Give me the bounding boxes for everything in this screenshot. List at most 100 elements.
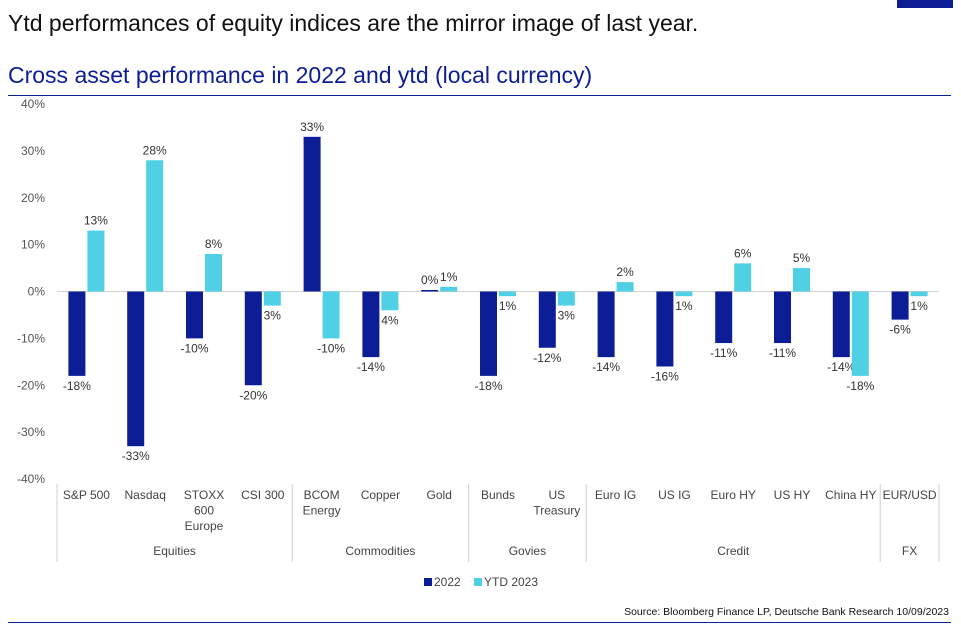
data-label: 6% xyxy=(734,246,752,260)
category-label: Nasdaq xyxy=(125,488,166,502)
y-tick-label: 20% xyxy=(21,191,45,205)
bar-2022 xyxy=(186,291,203,339)
data-label: -14% xyxy=(357,360,385,374)
bar-ytd-2023 xyxy=(616,282,634,292)
data-label: -11% xyxy=(769,346,796,360)
y-tick-label: -40% xyxy=(17,472,45,486)
category-label: CSI 300 xyxy=(241,488,285,502)
bar-ytd-2023 xyxy=(734,263,752,292)
y-tick-label: 0% xyxy=(28,285,46,299)
category-label: China HY xyxy=(825,488,876,502)
legend-swatch-2022 xyxy=(424,578,432,586)
category-label: Euro IG xyxy=(595,488,636,502)
bar-ytd-2023 xyxy=(793,268,810,292)
category-label: EUR/USD xyxy=(883,488,937,502)
category-label: S&P 500 xyxy=(63,488,110,502)
y-tick-label: -20% xyxy=(17,378,45,392)
bar-ytd-2023 xyxy=(499,291,516,297)
data-label: -10% xyxy=(180,341,208,355)
data-label: 1% xyxy=(675,299,693,313)
data-label: -14% xyxy=(827,360,855,374)
group-label: FX xyxy=(902,544,917,558)
data-label: -14% xyxy=(592,360,620,374)
group-label: Govies xyxy=(509,544,546,558)
category-label: Gold xyxy=(427,488,452,502)
group-label: Credit xyxy=(717,544,750,558)
bar-2022 xyxy=(774,291,791,344)
data-label: 28% xyxy=(143,143,167,157)
bar-ytd-2023 xyxy=(910,291,928,297)
category-label: BCOM xyxy=(304,488,340,502)
group-label: Commodities xyxy=(345,544,415,558)
category-label: 600 xyxy=(194,504,214,518)
legend-swatch-ytd-2023 xyxy=(474,578,482,586)
y-axis: -40% -30% -20% -10% 0% 10% 20% 30% 40% xyxy=(17,97,45,486)
source-note: Source: Bloomberg Finance LP, Deutsche B… xyxy=(624,606,949,618)
category-label: US xyxy=(548,488,565,502)
y-tick-label: 30% xyxy=(21,144,45,158)
title-divider xyxy=(8,95,951,96)
chart-title: Cross asset performance in 2022 and ytd … xyxy=(8,62,593,88)
bar-ytd-2023 xyxy=(87,230,105,292)
bar-2022 xyxy=(715,291,733,344)
y-tick-label: -30% xyxy=(17,425,45,439)
bar-2022 xyxy=(127,291,145,447)
data-label: -16% xyxy=(651,370,679,384)
data-label: 1% xyxy=(499,299,517,313)
bar-ytd-2023 xyxy=(146,160,164,292)
category-label: Europe xyxy=(185,519,224,533)
y-tick-label: 10% xyxy=(21,238,45,252)
group-label: Equities xyxy=(153,544,196,558)
data-label: -18% xyxy=(474,379,502,393)
bar-ytd-2023 xyxy=(440,286,458,292)
data-label: -6% xyxy=(889,323,911,337)
page-headline: Ytd performances of equity indices are t… xyxy=(8,10,699,36)
category-label: Treasury xyxy=(533,504,580,518)
data-label: 33% xyxy=(300,120,324,134)
data-label: -12% xyxy=(533,351,561,365)
category-label: Energy xyxy=(303,504,341,518)
category-label: Copper xyxy=(361,488,400,502)
category-label: Bunds xyxy=(481,488,515,502)
data-label: -18% xyxy=(846,379,874,393)
bar-2022 xyxy=(480,291,497,376)
data-label: 4% xyxy=(381,313,399,327)
bar-chart: -40% -30% -20% -10% 0% 10% 20% 30% 40% -18% -33% -… xyxy=(17,97,940,589)
bar-ytd-2023 xyxy=(675,291,693,297)
bar-2022 xyxy=(597,291,615,358)
y-tick-label: -10% xyxy=(17,331,45,345)
data-label: 1% xyxy=(910,299,928,313)
data-label: -11% xyxy=(710,346,737,360)
data-label: -33% xyxy=(122,449,150,463)
bar-2022 xyxy=(362,291,380,358)
bar-2022 xyxy=(421,290,439,292)
data-label: 13% xyxy=(84,214,108,228)
bar-ytd-2023 xyxy=(557,291,575,306)
bar-2022 xyxy=(891,291,909,320)
data-label: 1% xyxy=(440,270,458,284)
category-label: STOXX xyxy=(184,488,224,502)
bar-2022 xyxy=(538,291,556,348)
y-tick-label: 40% xyxy=(21,97,45,111)
bar-ytd-2023 xyxy=(322,291,340,339)
data-label: 8% xyxy=(205,237,223,251)
category-label: Euro HY xyxy=(711,488,756,502)
data-label: -18% xyxy=(63,379,91,393)
data-label: -10% xyxy=(317,341,345,355)
category-label: US HY xyxy=(774,488,811,502)
footer-divider xyxy=(8,622,951,623)
data-label: 3% xyxy=(558,309,576,323)
plot-area: -18% -33% -10% -20% 33% -14% 0% -18% -12% -14% -16… xyxy=(57,120,939,463)
legend-label: 2022 xyxy=(434,575,461,589)
bar-2022 xyxy=(832,291,850,358)
legend-label: YTD 2023 xyxy=(484,575,538,589)
bar-2022 xyxy=(68,291,86,376)
bar-ytd-2023 xyxy=(205,254,222,292)
bar-2022 xyxy=(656,291,674,367)
data-label: 5% xyxy=(793,251,811,265)
bar-ytd-2023 xyxy=(263,291,281,306)
bar-2022 xyxy=(303,136,321,292)
bar-ytd-2023 xyxy=(381,291,399,311)
data-label: 0% xyxy=(421,273,439,287)
